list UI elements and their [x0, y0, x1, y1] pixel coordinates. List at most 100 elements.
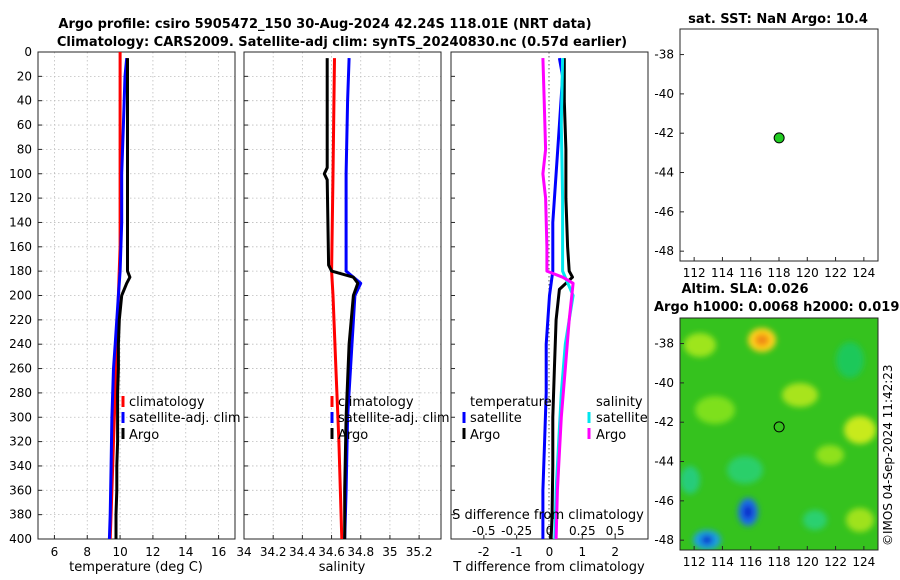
watermark: ©IMOS 04-Sep-2024 11:42:23 — [881, 364, 895, 546]
depth-tick-label: 380 — [9, 508, 32, 522]
difference-xlabel: T difference from climatology — [452, 560, 645, 575]
sla-map-title-line1: Altim. SLA: 0.026 — [682, 282, 809, 297]
legend-label-s-argo: Argo — [596, 428, 626, 443]
x2-tick-label: -0.5 — [472, 524, 495, 538]
depth-tick-label: 140 — [9, 215, 32, 229]
difference-legend: temperature satellite Argo salinity sate… — [462, 395, 648, 443]
x-tick-label: 34.4 — [289, 545, 316, 559]
x-tick-label: 16 — [211, 545, 226, 559]
map-x-tick-label: 112 — [683, 555, 706, 569]
x-tick-label: 1 — [579, 545, 587, 559]
legend-title-temperature: temperature — [470, 395, 552, 410]
legend-title-salinity: salinity — [596, 395, 643, 410]
depth-tick-label: 280 — [9, 386, 32, 400]
depth-tick-label: 220 — [9, 313, 32, 327]
figure-title-line2: Climatology: CARS2009. Satellite-adj cli… — [57, 35, 627, 50]
x-tick-label: 35.2 — [406, 545, 433, 559]
map-y-tick-label: -44 — [654, 455, 674, 469]
sst-map-title: sat. SST: NaN Argo: 10.4 — [688, 12, 868, 27]
x-tick-label: 6 — [51, 545, 59, 559]
map-y-tick-label: -42 — [654, 415, 674, 429]
depth-tick-label: 120 — [9, 191, 32, 205]
map-x-tick-label: 114 — [711, 555, 734, 569]
series-line-t-satellite — [541, 57, 565, 539]
depth-tick-label: 400 — [9, 532, 32, 546]
legend-label-s-satellite: satellite — [596, 411, 648, 426]
depth-tick-label: 40 — [17, 94, 32, 108]
depth-tick-label: 180 — [9, 264, 32, 278]
temperature-legend: climatology satellite-adj. clim Argo — [121, 395, 241, 443]
map-x-tick-label: 122 — [824, 266, 847, 280]
depth-tick-label: 0 — [24, 45, 32, 59]
map-x-tick-label: 120 — [796, 555, 819, 569]
depth-tick-label: 60 — [17, 118, 32, 132]
figure-title-line1: Argo profile: csiro 5905472_150 30-Aug-2… — [58, 17, 591, 32]
sst-map-frame — [679, 28, 879, 262]
map-y-tick-label: -42 — [654, 126, 674, 140]
x-tick-label: 2 — [611, 545, 619, 559]
map-y-tick-label: -48 — [654, 533, 674, 547]
difference-x2label: S difference from climatology — [452, 508, 644, 523]
map-y-tick-label: -44 — [654, 166, 674, 180]
x-tick-label: 34 — [236, 545, 251, 559]
map-x-tick-label: 124 — [852, 555, 875, 569]
map-y-tick-label: -40 — [654, 87, 674, 101]
depth-tick-label: 320 — [9, 435, 32, 449]
legend-label-satellite: satellite-adj. clim — [338, 411, 450, 426]
depth-tick-label: 160 — [9, 240, 32, 254]
map-x-tick-label: 116 — [739, 555, 762, 569]
map-y-tick-label: -46 — [654, 205, 674, 219]
series-line-t-argo — [549, 58, 574, 540]
map-y-tick-label: -38 — [654, 337, 674, 351]
map-y-tick-label: -40 — [654, 376, 674, 390]
legend-label-t-argo: Argo — [470, 428, 500, 443]
argo-location-marker — [773, 421, 785, 433]
series-line-argo — [322, 58, 360, 539]
depth-tick-label: 100 — [9, 167, 32, 181]
x-tick-label: 34.2 — [260, 545, 287, 559]
depth-tick-label: 80 — [17, 142, 32, 156]
x2-tick-label: 0 — [546, 524, 554, 538]
sla-map-panel: Altim. SLA: 0.026 Argo h1000: 0.0068 h20… — [654, 282, 899, 569]
temperature-panel: 0 20 40 60 80 100 120 140 160 180 200 220 240 260 280 3… — [9, 45, 241, 575]
legend-label-climatology: climatology — [129, 395, 205, 410]
depth-tick-label: 20 — [17, 69, 32, 83]
x-tick-label: -2 — [478, 545, 490, 559]
map-x-tick-label: 118 — [768, 555, 791, 569]
map-x-tick-label: 124 — [852, 266, 875, 280]
x-tick-label: 35 — [382, 545, 397, 559]
argo-location-marker — [773, 132, 785, 144]
map-x-tick-label: 122 — [824, 555, 847, 569]
map-y-tick-label: -48 — [654, 244, 674, 258]
sla-heatmap — [680, 318, 878, 550]
map-y-tick-label: -38 — [654, 48, 674, 62]
salinity-panel: 34 34.2 34.4 34.6 34.8 35 35.2 salinity climat… — [236, 51, 450, 575]
salinity-legend: climatology satellite-adj. clim Argo — [330, 395, 450, 443]
x-tick-label: 0 — [546, 545, 554, 559]
x-tick-label: 10 — [112, 545, 127, 559]
legend-label-satellite: satellite-adj. clim — [129, 411, 241, 426]
depth-tick-label: 360 — [9, 483, 32, 497]
sst-map-panel: sat. SST: NaN Argo: 10.4 112 114 116 118 120… — [654, 12, 879, 280]
map-x-tick-label: 118 — [768, 266, 791, 280]
depth-tick-label: 200 — [9, 289, 32, 303]
sla-map-title-line2: Argo h1000: 0.0068 h2000: 0.019 — [654, 300, 899, 315]
map-x-tick-label: 114 — [711, 266, 734, 280]
depth-tick-label: 240 — [9, 337, 32, 351]
map-x-tick-label: 112 — [683, 266, 706, 280]
legend-label-t-satellite: satellite — [470, 411, 522, 426]
depth-tick-label: 340 — [9, 459, 32, 473]
depth-tick-label: 260 — [9, 362, 32, 376]
series-line-climatology — [330, 58, 344, 540]
difference-panel: -2 -1 0 1 2 -0.5 -0.25 0 0.25 0.5 S difference f… — [450, 51, 649, 575]
x-tick-label: 12 — [145, 545, 160, 559]
legend-label-argo: Argo — [338, 428, 368, 443]
series-line-satellite-adj-clim — [107, 57, 129, 540]
x2-tick-label: 0.5 — [606, 524, 625, 538]
map-y-tick-label: -46 — [654, 494, 674, 508]
series-line-argo — [114, 58, 132, 539]
legend-label-climatology: climatology — [338, 395, 414, 410]
x-tick-label: 8 — [83, 545, 91, 559]
map-x-tick-label: 116 — [739, 266, 762, 280]
